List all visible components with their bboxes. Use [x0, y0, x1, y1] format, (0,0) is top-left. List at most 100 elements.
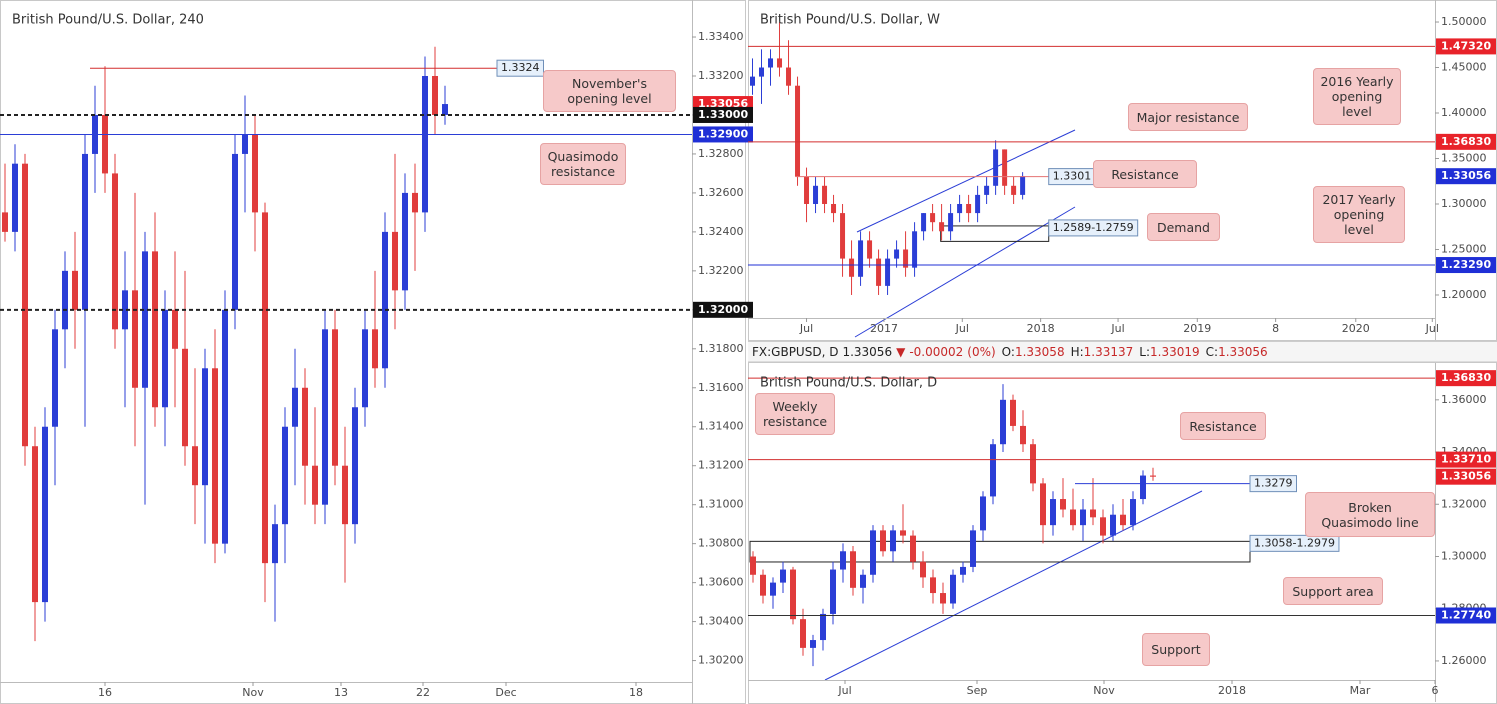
candle-body	[800, 619, 806, 648]
candle-body	[212, 368, 218, 544]
price-tag-label: 1.36830	[1441, 371, 1491, 384]
y-tick-label: 1.31000	[698, 498, 744, 511]
level-label: 1.3301	[1053, 170, 1092, 183]
candle-body	[12, 163, 18, 232]
candle-body	[62, 270, 68, 330]
x-tick-label: Nov	[242, 686, 264, 699]
candle-body	[750, 556, 756, 575]
y-tick-label: 1.30800	[698, 537, 744, 550]
candle-body	[760, 574, 766, 596]
candle-body	[948, 213, 954, 232]
ohlc-value: 1.33019	[1150, 344, 1200, 359]
candle-body	[42, 426, 48, 603]
price-tag-label: 1.36830	[1441, 135, 1491, 148]
x-tick-label: 2017	[870, 322, 898, 335]
ohlc-label: L:	[1139, 344, 1151, 359]
y-tick-label: 1.20000	[1441, 288, 1487, 301]
annotation: Support area	[1283, 577, 1383, 605]
candle-body	[930, 577, 936, 594]
price-tag-label: 1.33000	[698, 108, 748, 121]
candle-body	[993, 149, 999, 186]
candle-body	[242, 134, 248, 154]
x-tick-label: 2018	[1218, 684, 1246, 697]
candle-body	[1011, 185, 1017, 195]
candle-body	[432, 75, 438, 115]
x-tick-label: 2019	[1183, 322, 1211, 335]
candle-body	[322, 329, 328, 505]
candle-body	[984, 185, 990, 195]
candle-body	[831, 203, 837, 214]
candle-body	[252, 134, 258, 213]
y-tick-label: 1.33200	[698, 69, 744, 82]
chart: 1.20000 1.25000 1.30000 1.35000 1.40000 1.450…	[748, 0, 1496, 340]
candle-body	[750, 76, 756, 86]
candle-body	[768, 58, 774, 68]
candle-body	[822, 185, 828, 204]
ohlc-label: O:	[1001, 344, 1015, 359]
candle-body	[910, 535, 916, 562]
candle-body	[912, 231, 918, 268]
candle-body	[192, 446, 198, 486]
price-tag	[1436, 257, 1496, 274]
candle-body	[930, 213, 936, 223]
candle-body	[790, 569, 796, 620]
candle-body	[903, 249, 909, 268]
candle-body	[1140, 475, 1146, 500]
candle-body	[112, 173, 118, 330]
x-tick-label: 6	[1432, 684, 1439, 697]
candle-body	[1010, 399, 1016, 426]
candle-body	[392, 231, 398, 291]
symbol: FX:GBPUSD, D	[752, 344, 839, 359]
candle-body	[1050, 499, 1056, 526]
x-tick-label: Sep	[967, 684, 988, 697]
last-price: 1.33056	[842, 344, 893, 359]
candle-body	[759, 67, 765, 77]
level-label-box	[1048, 219, 1139, 237]
price-tag	[693, 301, 753, 318]
candle-body	[1030, 444, 1036, 484]
annotation: Demand	[1147, 213, 1220, 241]
y-tick-label: 1.30400	[698, 615, 744, 628]
candle-body	[894, 249, 900, 259]
level-label: 1.3058-1.2979	[1254, 536, 1335, 549]
candle-body	[980, 496, 986, 531]
symbol-header: FX:GBPUSD, D 1.33056 ▼ -0.00002 (0%) O: 1.3305…	[748, 341, 1497, 362]
candle-body	[262, 212, 268, 564]
candle-body	[786, 67, 792, 86]
candle-body	[1130, 499, 1136, 526]
candle-body	[442, 104, 448, 115]
candle-body	[795, 85, 801, 177]
candle-body	[32, 446, 38, 603]
x-tick-label: 2020	[1342, 322, 1370, 335]
x-tick-label: 13	[334, 686, 348, 699]
ohlc-value: 1.33058	[1014, 344, 1065, 359]
annotation: Major resistance	[1128, 103, 1248, 131]
x-tick-label: Mar	[1350, 684, 1371, 697]
candle-body	[860, 574, 866, 588]
y-tick-label: 1.50000	[1441, 15, 1487, 28]
price-tag-label: 1.33056	[698, 97, 748, 110]
candle-body	[342, 465, 348, 525]
candle-body	[966, 203, 972, 214]
candle-body	[850, 551, 856, 588]
ohlc-label: H:	[1070, 344, 1084, 359]
y-tick-label: 1.31400	[698, 420, 744, 433]
price-tag	[1436, 370, 1496, 387]
x-tick-label: 2018	[1027, 322, 1055, 335]
candle-body	[960, 566, 966, 575]
candle-body	[957, 203, 963, 214]
x-tick-label: Jul	[955, 322, 969, 335]
candle-body	[858, 240, 864, 277]
candle-body	[1020, 425, 1026, 445]
level-label-box	[1249, 475, 1297, 493]
candle-body	[22, 163, 28, 447]
candle-body	[302, 387, 308, 466]
candle-body	[849, 258, 855, 277]
candle-body	[1000, 399, 1006, 445]
candle-body	[232, 153, 238, 310]
annotation: 2016 Yearly opening level	[1313, 68, 1401, 125]
level-label: 1.3324	[501, 61, 540, 74]
y-tick-label: 1.35000	[1441, 151, 1487, 164]
ohlc-value: 1.33056	[1218, 344, 1268, 359]
candle-body	[82, 153, 88, 310]
